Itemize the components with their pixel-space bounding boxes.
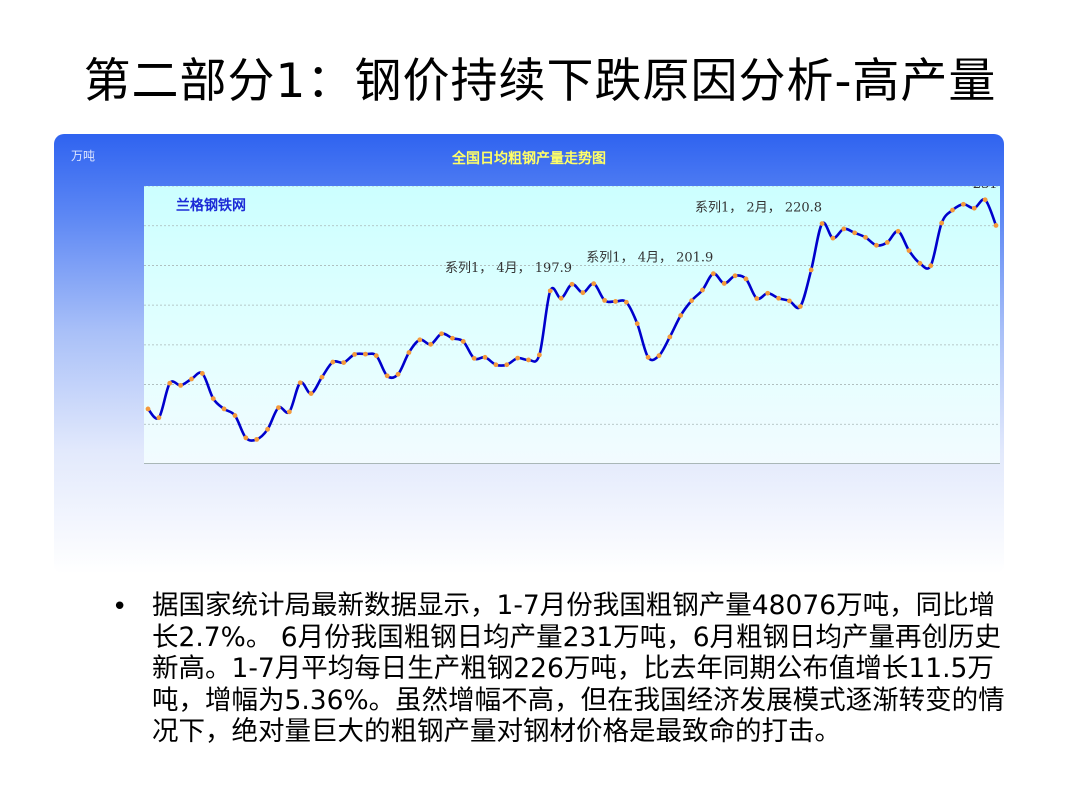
- data-point: [406, 350, 412, 355]
- data-point: [797, 304, 803, 309]
- data-point: [460, 339, 466, 344]
- data-point: [917, 260, 923, 266]
- data-point: [634, 321, 640, 327]
- data-point: [547, 288, 553, 294]
- data-point: [515, 355, 521, 361]
- plot-area: 系列1， 4月， 197.9 系列1， 4月， 201.9 系列1， 2月， 220…: [144, 186, 1000, 464]
- data-point: [602, 297, 608, 303]
- data-point: [199, 371, 205, 376]
- data-point: [863, 234, 868, 240]
- data-point: [928, 263, 934, 269]
- data-point: [428, 341, 434, 347]
- data-point: [776, 295, 781, 301]
- data-point: [852, 230, 858, 236]
- data-point: [265, 426, 270, 432]
- data-point: [482, 354, 488, 360]
- data-point: [536, 352, 542, 358]
- data-point: [558, 295, 564, 301]
- data-point: [569, 281, 575, 287]
- data-point: [993, 223, 999, 228]
- data-point: [341, 360, 347, 365]
- data-point: [504, 362, 510, 368]
- data-point: [667, 334, 673, 340]
- data-point: [895, 228, 901, 234]
- data-point: [830, 235, 836, 241]
- data-point: [884, 239, 890, 245]
- data-point: [352, 351, 357, 357]
- data-point: [439, 331, 444, 337]
- data-point: [982, 197, 988, 203]
- data-point: [286, 409, 292, 415]
- data-point: [710, 271, 716, 277]
- data-point: [276, 405, 281, 411]
- data-point: [678, 313, 684, 318]
- data-point: [971, 205, 977, 211]
- data-point: [178, 382, 184, 388]
- data-point: [384, 373, 390, 379]
- data-point: [373, 353, 379, 359]
- data-label: 系列1， 2月， 220.8: [695, 201, 822, 216]
- data-point: [254, 436, 260, 442]
- data-point: [319, 374, 325, 380]
- data-label: 系列1， 4月， 201.9: [586, 251, 713, 266]
- data-point: [526, 357, 531, 363]
- data-point: [471, 355, 477, 361]
- data-point: [297, 380, 303, 386]
- data-point: [960, 201, 966, 207]
- bullet-text: 据国家统计局最新数据显示，1-7月份我国粗钢产量48076万吨，同比增长2.7%…: [152, 590, 1005, 747]
- data-point: [167, 380, 173, 386]
- data-point: [819, 221, 825, 226]
- data-point: [493, 362, 499, 368]
- data-point: [613, 299, 618, 304]
- data-point: [950, 207, 955, 213]
- data-point: [732, 273, 738, 279]
- data-point: [210, 396, 216, 402]
- watermark: 兰格钢铁网: [176, 198, 246, 214]
- data-label: 231: [973, 186, 998, 192]
- chart-title: 全国日均粗钢产量走势图: [452, 151, 606, 167]
- data-point: [765, 290, 771, 296]
- data-point: [243, 435, 249, 441]
- unit-label: 万吨: [71, 149, 96, 163]
- bullet-symbol: •: [112, 592, 128, 622]
- data-point: [232, 413, 238, 418]
- data-point: [591, 281, 597, 287]
- data-point: [700, 287, 705, 293]
- data-point: [939, 220, 945, 226]
- data-label: 系列1， 4月， 197.9: [445, 261, 572, 276]
- data-point: [308, 391, 314, 396]
- data-point: [874, 242, 879, 248]
- data-point: [580, 290, 586, 296]
- data-point: [808, 267, 814, 273]
- data-point: [787, 298, 792, 304]
- data-point: [145, 406, 151, 412]
- slide-title: 第二部分1：钢价持续下跌原因分析-高产量: [83, 54, 997, 109]
- data-point: [656, 353, 662, 359]
- series-line: [147, 197, 998, 442]
- data-point: [417, 337, 423, 343]
- data-point: [841, 226, 847, 232]
- data-point: [221, 406, 227, 412]
- data-point: [450, 335, 455, 341]
- data-point: [189, 376, 194, 382]
- data-point: [754, 296, 760, 301]
- data-point: [645, 354, 651, 360]
- data-point: [363, 351, 368, 357]
- data-point: [743, 276, 749, 282]
- data-point: [906, 248, 912, 254]
- chart-svg: 系列1， 4月， 197.9 系列1， 4月， 201.9 系列1， 2月， 220…: [144, 186, 1000, 464]
- data-point: [330, 359, 336, 365]
- data-point: [395, 371, 401, 377]
- data-point: [689, 298, 694, 304]
- chart-panel: 万吨 全国日均粗钢产量走势图 系列1， 4月， 197.9 系列1， 4月， 20…: [54, 134, 1004, 574]
- data-point: [623, 299, 629, 305]
- data-point: [721, 281, 727, 286]
- data-point: [156, 415, 162, 421]
